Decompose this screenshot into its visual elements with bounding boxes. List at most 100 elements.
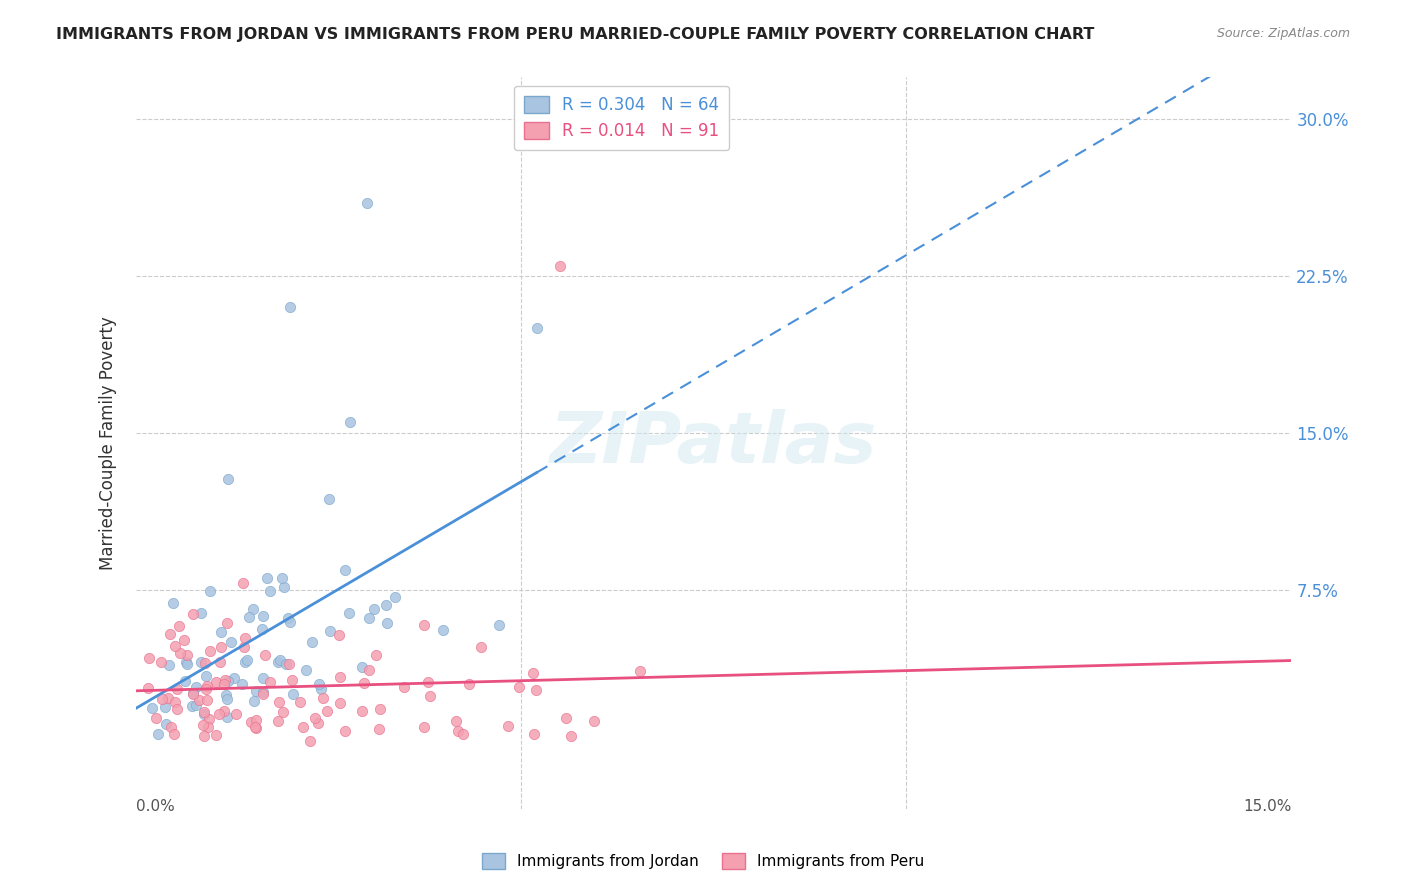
Y-axis label: Married-Couple Family Poverty: Married-Couple Family Poverty xyxy=(100,317,117,570)
Point xyxy=(375,616,398,631)
Point xyxy=(267,714,290,728)
Point xyxy=(252,608,274,623)
Point xyxy=(159,626,181,640)
Point xyxy=(160,720,183,734)
Point xyxy=(208,707,231,722)
Point xyxy=(416,674,439,689)
Point xyxy=(188,692,211,706)
Point xyxy=(212,676,235,690)
Point xyxy=(359,611,381,625)
Point xyxy=(277,611,299,625)
Point xyxy=(195,682,218,697)
Point xyxy=(242,694,264,708)
Point xyxy=(232,640,254,654)
Point xyxy=(209,655,232,669)
Point xyxy=(217,674,239,689)
Point xyxy=(357,663,380,677)
Point xyxy=(413,720,436,734)
Point xyxy=(163,639,186,653)
Point xyxy=(167,618,190,632)
Point xyxy=(184,698,207,712)
Point xyxy=(184,680,207,694)
Point xyxy=(217,472,239,486)
Text: 15.0%: 15.0% xyxy=(1243,799,1291,814)
Point xyxy=(273,580,295,594)
Point xyxy=(526,321,548,335)
Point xyxy=(146,727,169,741)
Point xyxy=(560,729,582,743)
Point xyxy=(166,681,188,696)
Point xyxy=(308,677,330,691)
Point xyxy=(384,590,406,604)
Point xyxy=(367,722,389,736)
Point xyxy=(555,711,578,725)
Point xyxy=(194,669,217,683)
Point xyxy=(333,563,356,577)
Point xyxy=(205,728,228,742)
Point xyxy=(219,635,242,649)
Text: 0.0%: 0.0% xyxy=(136,799,174,814)
Point xyxy=(316,704,339,718)
Point xyxy=(198,644,221,658)
Point xyxy=(329,696,352,710)
Point xyxy=(271,571,294,585)
Point xyxy=(214,673,236,688)
Legend: R = 0.304   N = 64, R = 0.014   N = 91: R = 0.304 N = 64, R = 0.014 N = 91 xyxy=(513,86,730,151)
Point xyxy=(375,598,398,612)
Point xyxy=(205,675,228,690)
Point xyxy=(419,689,441,703)
Point xyxy=(193,706,215,721)
Point xyxy=(176,657,198,672)
Point xyxy=(150,655,173,669)
Point xyxy=(242,601,264,615)
Point xyxy=(309,681,332,696)
Point xyxy=(165,695,187,709)
Point xyxy=(308,716,330,731)
Point xyxy=(157,657,180,672)
Point xyxy=(299,734,322,748)
Legend: Immigrants from Jordan, Immigrants from Peru: Immigrants from Jordan, Immigrants from … xyxy=(475,847,931,875)
Point xyxy=(252,684,274,698)
Point xyxy=(295,663,318,677)
Point xyxy=(181,686,204,700)
Point xyxy=(339,415,361,429)
Point xyxy=(169,646,191,660)
Point xyxy=(252,687,274,701)
Point xyxy=(548,259,571,273)
Point xyxy=(209,640,232,655)
Point xyxy=(181,698,204,713)
Point xyxy=(444,714,467,729)
Point xyxy=(583,714,606,728)
Point xyxy=(259,674,281,689)
Point xyxy=(350,704,373,718)
Point xyxy=(245,713,267,727)
Point xyxy=(267,655,290,669)
Point xyxy=(173,633,195,648)
Point xyxy=(364,648,387,663)
Point xyxy=(301,635,323,649)
Point xyxy=(209,624,232,639)
Point xyxy=(215,688,238,702)
Point xyxy=(150,692,173,706)
Point xyxy=(337,606,360,620)
Point xyxy=(157,690,180,705)
Point xyxy=(194,657,217,671)
Point xyxy=(214,704,236,718)
Point xyxy=(319,624,342,638)
Point xyxy=(269,695,291,709)
Point xyxy=(245,684,267,698)
Point xyxy=(225,706,247,721)
Text: IMMIGRANTS FROM JORDAN VS IMMIGRANTS FROM PERU MARRIED-COUPLE FAMILY POVERTY COR: IMMIGRANTS FROM JORDAN VS IMMIGRANTS FRO… xyxy=(56,27,1095,42)
Point xyxy=(245,721,267,735)
Point xyxy=(311,691,333,706)
Point xyxy=(198,584,221,599)
Point xyxy=(457,676,479,690)
Point xyxy=(304,711,326,725)
Point xyxy=(628,664,651,678)
Point xyxy=(174,655,197,669)
Point xyxy=(236,653,259,667)
Point xyxy=(522,666,544,681)
Point xyxy=(328,627,350,641)
Point xyxy=(155,717,177,731)
Point xyxy=(318,491,340,506)
